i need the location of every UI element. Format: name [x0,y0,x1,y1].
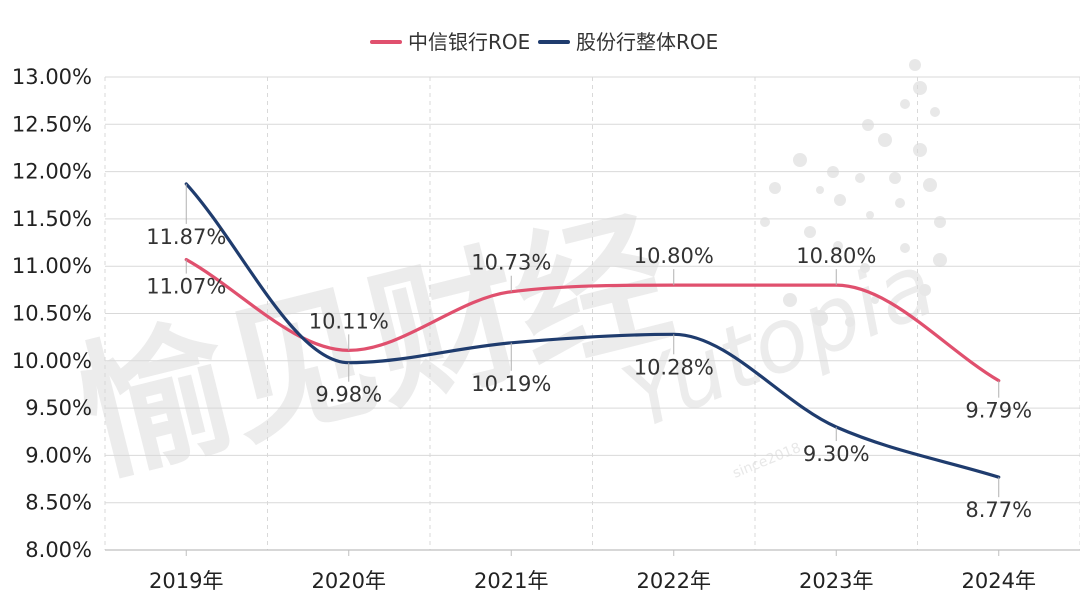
legend: 中信银行ROE 股份行整体ROE [370,30,718,54]
y-tick-label: 12.50% [12,112,92,136]
y-tick-label: 12.00% [12,160,92,184]
data-label: 10.73% [471,251,551,275]
series-line [184,257,1001,383]
y-tick-label: 9.50% [25,396,92,420]
data-label: 9.30% [803,442,870,466]
axis-layer: 8.00% 8.50% 9.00% 9.50% 10.00% 10.50% 11.00% 11… [12,65,1080,593]
legend-item: 中信银行ROE [370,30,530,54]
legend-item: 股份行整体ROE [538,30,718,54]
x-tick-label: 2019年 [149,569,223,593]
x-tick-label: 2021年 [474,569,548,593]
data-label: 8.77% [965,498,1032,522]
data-label: 10.19% [471,372,551,396]
watermark-tiny: since2018 [731,440,804,482]
x-tick-label: 2023年 [799,569,873,593]
x-tick-label: 2024年 [962,569,1036,593]
legend-label: 中信银行ROE [408,30,530,54]
series-line [184,182,1001,479]
series-layer [184,182,1001,479]
grid-layer [104,76,1080,550]
data-label: 10.11% [309,309,389,333]
watermark-dots [760,59,947,327]
y-tick-label: 10.00% [12,349,92,373]
data-label: 10.28% [634,355,714,379]
data-label: 11.07% [146,275,226,299]
data-label: 9.98% [315,383,382,407]
data-label: 9.79% [965,399,1032,423]
data-label: 11.87% [146,225,226,249]
y-tick-label: 8.50% [25,491,92,515]
y-tick-label: 8.00% [25,538,92,562]
y-tick-label: 11.50% [12,207,92,231]
x-tick-label: 2022年 [637,569,711,593]
label-layer: 11.07% 10.11% 10.73% 10.80% 10.80% 9.79% 11.87… [146,183,1032,522]
legend-label: 股份行整体ROE [576,30,718,54]
data-label: 10.80% [796,244,876,268]
y-tick-label: 9.00% [25,443,92,467]
x-tick-label: 2020年 [312,569,386,593]
data-label: 10.80% [634,244,714,268]
y-tick-label: 11.00% [12,254,92,278]
y-tick-label: 10.50% [12,302,92,326]
y-tick-label: 13.00% [12,65,92,89]
